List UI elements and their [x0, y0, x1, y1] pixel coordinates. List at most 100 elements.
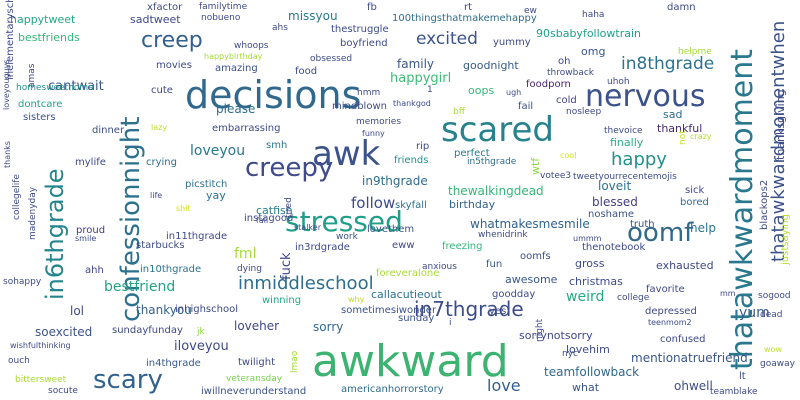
word-excited: excited: [416, 29, 478, 49]
word-teamfollowback: teamfollowback: [544, 365, 640, 379]
word-memories: memories: [356, 117, 402, 127]
word-haha: haha: [582, 10, 605, 20]
word-lol: lol: [70, 304, 85, 318]
word-ummm: ummm: [573, 234, 602, 243]
word-madenyday: madenyday: [28, 186, 38, 240]
word-happygirl: happygirl: [390, 71, 452, 86]
word-creepy: creepy: [245, 153, 334, 183]
word-funny: funny: [362, 129, 385, 138]
word-movies: movies: [156, 60, 192, 71]
word-fuck: fuck: [279, 252, 294, 281]
word-sometimesiwonder: sometimesiwonder: [341, 305, 437, 316]
word-twilight: twilight: [238, 357, 276, 368]
word-confused: confused: [660, 334, 706, 345]
word-perfect: perfect: [454, 148, 490, 159]
word-what: what: [572, 381, 600, 394]
word-sorry: sorry: [313, 320, 344, 334]
word-hmm: hmm: [357, 88, 381, 98]
word-whenidrink: whenidrink: [478, 230, 528, 240]
word-smile: smile: [75, 234, 97, 243]
word-100thingsthatmakemehappy: 100thingsthatmakemehappy: [392, 13, 537, 24]
word-mm: mm: [720, 289, 736, 298]
word-blessed: blessed: [592, 195, 638, 209]
word-truth: truth: [630, 219, 655, 230]
word-thevoice: thevoice: [604, 126, 643, 136]
word-mylife: mylife: [75, 157, 106, 168]
word-food: food: [295, 66, 318, 77]
word-why: why: [348, 295, 365, 304]
word-picstitch: picstitch: [185, 179, 228, 190]
word-thankyou: thankyou: [136, 303, 192, 317]
word-proud: proud: [76, 225, 106, 236]
word-ouch: ouch: [8, 356, 30, 366]
word-nervous: nervous: [585, 79, 706, 114]
word-thestruggle: thestruggle: [331, 24, 389, 35]
word-dontcare: dontcare: [18, 99, 63, 110]
word-finally: finally: [610, 136, 644, 149]
word-teamblake: teamblake: [710, 387, 758, 397]
word-ugh: ugh: [506, 88, 522, 97]
word-cold: cold: [556, 95, 577, 106]
word-tired: tired: [284, 197, 294, 218]
word-sadtweet: sadtweet: [130, 13, 181, 26]
word-lt: lt: [739, 371, 746, 382]
word-college: college: [617, 293, 650, 303]
word-amazing: amazing: [215, 63, 258, 74]
word-depressed: depressed: [645, 306, 697, 317]
word-favorite: favorite: [646, 284, 685, 295]
word-crazy: crazy: [690, 132, 712, 141]
word-sohappy: sohappy: [3, 277, 42, 287]
word-cantwait: cantwait: [48, 79, 104, 94]
word-help: help: [690, 221, 716, 235]
word-cool: cool: [560, 151, 577, 160]
word-friends: friends: [394, 155, 429, 166]
word-scared: scared: [441, 110, 554, 150]
word-starbucks: starbucks: [136, 240, 185, 251]
word-eww: eww: [392, 240, 415, 251]
word-socute: socute: [48, 386, 78, 396]
word-yum: yum: [739, 305, 770, 321]
word-instagood: instagood: [244, 213, 294, 224]
word-thanks: thanks: [3, 141, 12, 168]
word-fml: fml: [234, 246, 257, 262]
word-in7thgrade: in7thgrade: [414, 297, 524, 321]
word-weird: weird: [566, 289, 605, 305]
word-goodday: goodday: [492, 289, 536, 300]
word-soexcited: soexcited: [35, 325, 93, 339]
word-happybirthday: happybirthday: [204, 52, 263, 61]
word-crying: crying: [146, 157, 177, 168]
word-90sbabyfollowtrain: 90sbabyfollowtrain: [536, 27, 641, 40]
word-i: i: [449, 318, 452, 328]
word-oomf: oomf: [627, 218, 694, 248]
word-tweetyourrecentemojis: tweetyourrecentemojis: [573, 172, 677, 182]
word-lovethem: lovethem: [367, 224, 415, 235]
word-loveit: loveit: [598, 179, 632, 193]
word-whatmakesmesmile: whatmakesmesmile: [470, 217, 590, 231]
word-lazy: lazy: [151, 123, 168, 132]
word-amas: amas: [27, 63, 37, 89]
word-foodporn: foodporn: [526, 79, 571, 90]
word-happy: happy: [611, 149, 667, 170]
word-bff: bff: [453, 107, 465, 117]
word-in4thgrade: in4thgrade: [146, 358, 201, 369]
word-christmas: christmas: [569, 275, 623, 288]
word-foreveralone: foreveralone: [376, 268, 440, 279]
word-dead: dead: [760, 310, 783, 320]
word-oh: oh: [558, 56, 571, 67]
word-awk: awk: [312, 134, 381, 174]
word-lmao: lmao: [290, 350, 300, 373]
word-justsaying: justsaying: [780, 214, 791, 265]
word-in10thgrade: in10thgrade: [140, 264, 202, 275]
word-homesweethome: homesweethome: [16, 83, 94, 93]
word-damn: damn: [667, 2, 696, 13]
word-sick: sick: [685, 185, 705, 196]
word-inelementaryschool: inelementaryschool: [5, 0, 16, 80]
word-sorrynotsorry: sorrynotsorry: [519, 329, 593, 342]
word-scary: scary: [93, 365, 163, 395]
word-wishfulthinking: wishfulthinking: [10, 341, 71, 350]
word-americanhorrorstory: americanhorrorstory: [341, 384, 444, 395]
word-oops: oops: [468, 84, 495, 97]
word-creep: creep: [141, 28, 203, 53]
word-night: night: [535, 318, 545, 342]
word-life: life: [150, 191, 163, 200]
